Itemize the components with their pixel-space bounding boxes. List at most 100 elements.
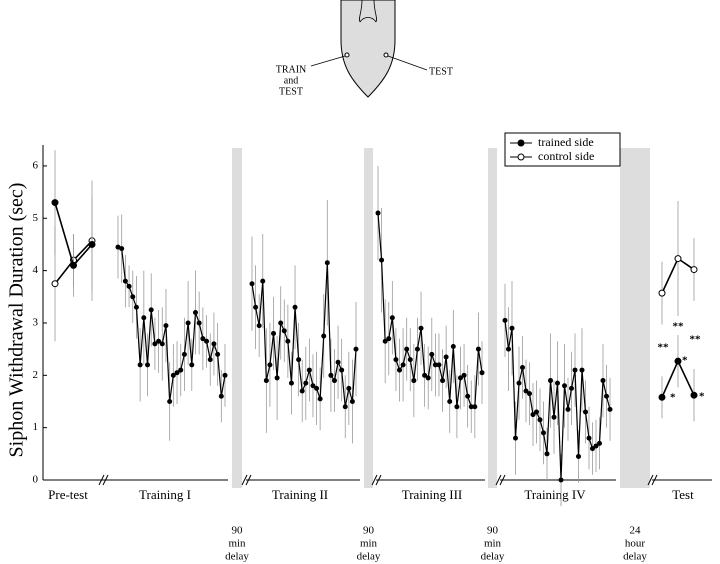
data-point [479, 370, 485, 376]
data-point [475, 346, 481, 352]
delay-label: min [484, 538, 502, 550]
y-tick-label: 0 [33, 474, 39, 486]
data-point [353, 346, 359, 352]
delay-label: 90 [363, 525, 375, 537]
data-point [400, 362, 406, 368]
data-point [569, 385, 574, 391]
legend-label: control side [538, 149, 594, 163]
axis-break [245, 474, 252, 486]
data-point [178, 367, 184, 373]
data-point [159, 341, 165, 347]
significance-mark: ** [673, 321, 685, 333]
y-tick-label: 2 [33, 369, 39, 381]
delay-label: min [228, 538, 246, 550]
significance-mark: ** [658, 342, 670, 354]
legend-box [504, 132, 621, 167]
delay-bar [488, 148, 497, 488]
data-point [222, 372, 228, 378]
data-point [502, 317, 508, 323]
x-category-label: Test [672, 487, 694, 502]
series-line [251, 262, 357, 407]
data-point [457, 375, 463, 381]
data-point [170, 372, 176, 378]
data-point [70, 261, 77, 269]
axis-break [499, 474, 506, 486]
data-point [513, 435, 518, 441]
data-point [607, 406, 613, 412]
data-point [541, 430, 546, 436]
data-point [145, 362, 151, 368]
data-point [404, 346, 410, 352]
data-point [407, 357, 413, 363]
data-point [590, 446, 595, 452]
data-point [335, 359, 341, 365]
x-category-label: Training II [272, 487, 328, 502]
data-point [167, 398, 173, 404]
data-point [690, 266, 698, 274]
data-point [342, 404, 348, 410]
data-point [200, 336, 206, 342]
data-point [530, 412, 536, 418]
data-point [328, 372, 334, 378]
axis-break [495, 474, 502, 486]
axis-break [371, 474, 378, 486]
data-point [349, 398, 355, 404]
data-point [314, 385, 320, 391]
data-point [450, 344, 456, 350]
data-point [583, 409, 588, 415]
data-point [586, 435, 592, 441]
data-point [285, 338, 291, 344]
y-tick-label: 4 [33, 264, 39, 276]
legend-marker [517, 153, 525, 161]
data-point [130, 294, 136, 300]
data-point [303, 380, 309, 386]
data-point [527, 391, 532, 397]
data-point [189, 362, 195, 368]
data-point [256, 323, 262, 329]
data-point [674, 357, 682, 365]
data-point [317, 396, 323, 402]
x-category-label: Training III [402, 487, 463, 502]
siphon-detail [359, 0, 377, 23]
delay-bar [232, 148, 242, 488]
data-point [156, 338, 162, 344]
data-point [604, 393, 609, 399]
x-category-label: Training I [139, 487, 191, 502]
data-point [418, 325, 424, 331]
x-category-label: Pre-test [48, 487, 88, 502]
train-site [344, 52, 350, 58]
data-point [253, 304, 259, 310]
data-point [537, 417, 543, 423]
data-point [185, 320, 191, 326]
data-point [572, 367, 578, 373]
data-point [122, 278, 128, 284]
axis-break [647, 474, 654, 486]
siphon-diagram: TRAIN and TEST TEST [276, 0, 453, 98]
delay-label: delay [357, 551, 381, 563]
data-point [148, 307, 154, 313]
data-point [425, 375, 431, 381]
data-point [278, 320, 284, 326]
delay-label: min [360, 538, 378, 550]
data-point [296, 357, 302, 363]
data-point [447, 398, 453, 404]
x-category-label: Training IV [524, 487, 586, 502]
data-point [331, 378, 337, 384]
delay-label: 90 [232, 525, 244, 537]
data-point [576, 453, 581, 459]
data-point [386, 336, 392, 342]
data-point [321, 333, 327, 339]
data-point [137, 362, 143, 368]
diagram-label: and [284, 75, 298, 86]
delay-label: 90 [487, 525, 499, 537]
significance-mark: * [682, 355, 688, 367]
data-point [181, 351, 187, 357]
data-point [397, 367, 403, 373]
data-point [562, 383, 567, 389]
data-point [211, 341, 217, 347]
data-point [346, 385, 352, 391]
data-point [288, 380, 294, 386]
axis-break [651, 474, 658, 486]
delay-bar [620, 148, 650, 488]
data-point [215, 351, 221, 357]
